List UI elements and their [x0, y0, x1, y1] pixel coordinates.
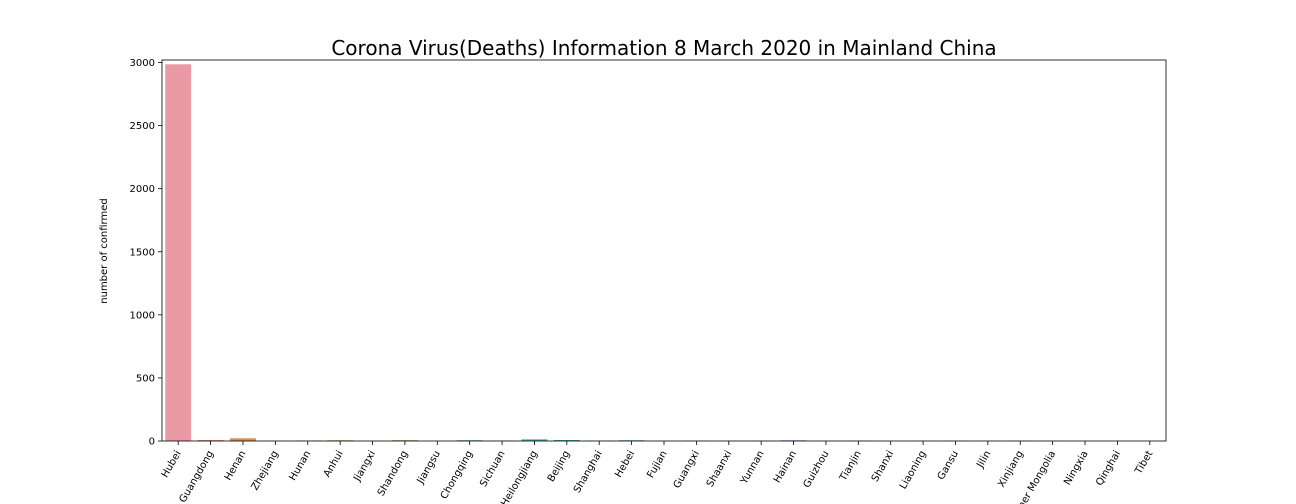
x-tick-label: Liaoning — [898, 449, 929, 491]
bars — [165, 64, 1066, 442]
y-tick-label: 3000 — [130, 58, 155, 69]
x-tick-label: Fujian — [645, 449, 669, 480]
x-tick-label: Hubei — [160, 449, 184, 480]
x-tick-label: Hainan — [772, 449, 799, 485]
plot-frame — [161, 59, 1167, 442]
x-tick-label: Chongqing — [439, 449, 475, 501]
x-tick-label: Jiangxi — [351, 449, 378, 484]
y-axis: 0 500 1000 1500 2000 2500 3000 — [130, 58, 162, 448]
y-tick-label: 0 — [149, 437, 155, 448]
x-tick-label: Hunan — [287, 449, 313, 483]
bar-heilongjiang — [521, 439, 548, 441]
y-tick-label: 500 — [136, 373, 155, 384]
y-tick-label: 1000 — [130, 310, 155, 321]
x-tick-label: Shanxi — [870, 449, 896, 484]
x-tick-label: Hebei — [613, 449, 637, 480]
x-tick-label: Shanghai — [572, 449, 605, 495]
bar-hubei — [165, 64, 192, 442]
x-tick-label: Guangxi — [672, 449, 702, 491]
x-tick-label: Tianjin — [837, 449, 864, 484]
x-tick-label: Gansu — [936, 449, 961, 482]
x-tick-label: Tibet — [1133, 449, 1156, 477]
bar-guangdong — [197, 439, 224, 441]
y-tick-label: 2500 — [130, 121, 155, 132]
x-tick-label: Beijing — [546, 449, 573, 484]
y-tick-label: 2000 — [130, 184, 155, 195]
x-tick-label: Qinghai — [1094, 449, 1123, 488]
x-tick-label: Guizhou — [802, 449, 832, 490]
bar-beijing — [553, 439, 580, 441]
bar-henan — [230, 438, 256, 441]
y-tick-label: 1500 — [130, 247, 155, 258]
x-tick-label: Guangdong — [178, 449, 217, 504]
y-axis-label: number of confirmed — [99, 198, 110, 303]
x-tick-label: Henan — [223, 449, 249, 483]
x-tick-label: Xinjiang — [996, 449, 1026, 489]
x-tick-label: Anhui — [322, 449, 346, 479]
x-tick-label: Ningxia — [1062, 449, 1090, 487]
x-tick-label: Sichuan — [478, 449, 507, 489]
x-tick-label: Shaanxi — [705, 449, 735, 489]
x-tick-label: Yunnan — [739, 449, 767, 487]
chart-title: Corona Virus(Deaths) Information 8 March… — [331, 36, 996, 60]
x-tick-label: Jilin — [975, 449, 994, 471]
x-tick-label: Jiangsu — [415, 449, 443, 487]
x-tick-label: Zhejiang — [250, 449, 281, 492]
x-tick-label: Shandong — [376, 449, 411, 498]
